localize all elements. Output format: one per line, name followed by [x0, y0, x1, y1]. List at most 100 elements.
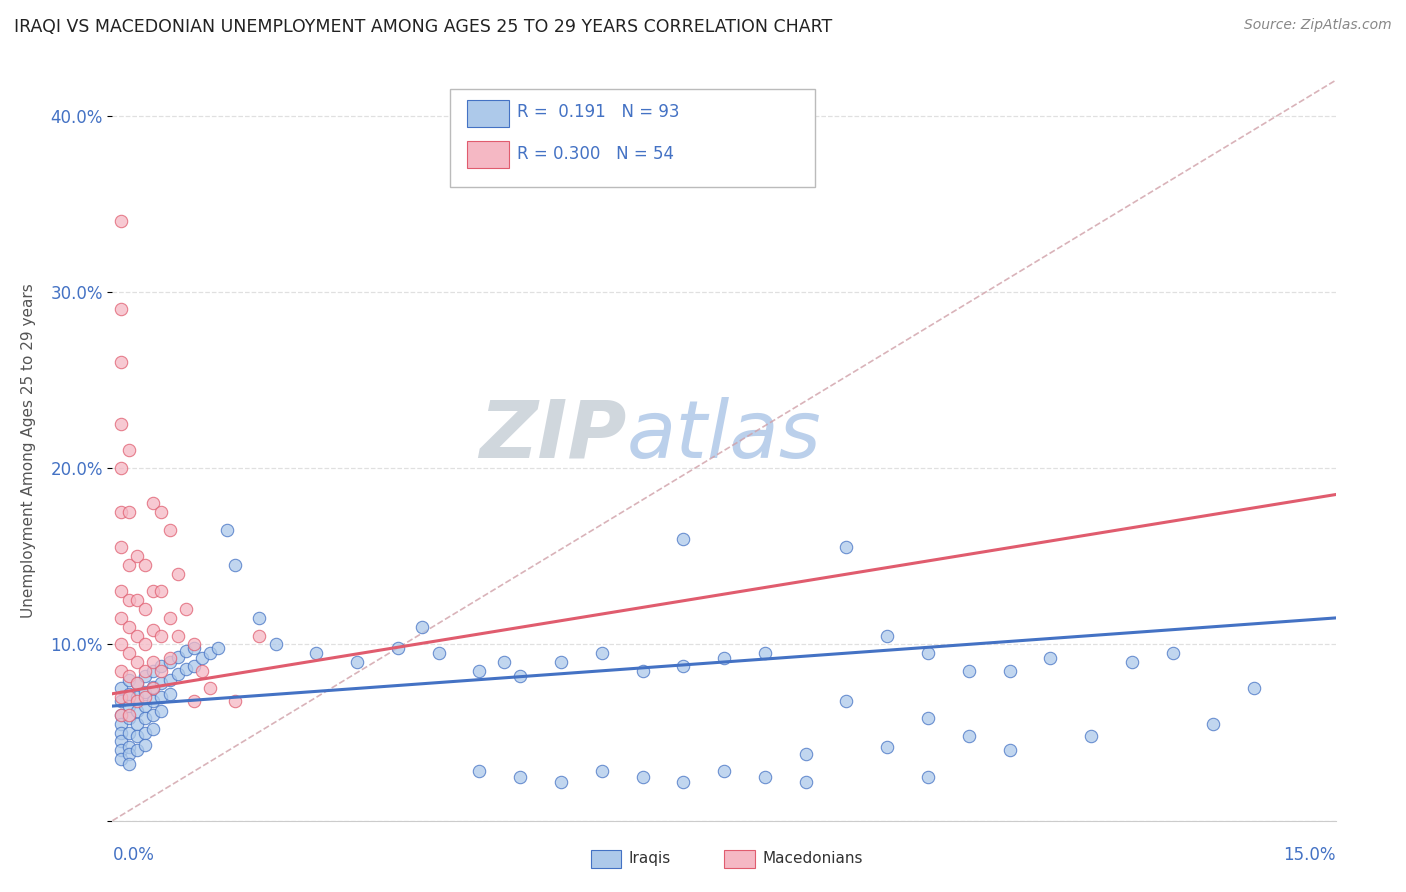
- Point: [427, 646, 450, 660]
- Point: [110, 541, 132, 555]
- Point: [550, 775, 572, 789]
- Point: [134, 690, 156, 705]
- Point: [110, 707, 132, 722]
- Point: [134, 602, 156, 616]
- Point: [110, 752, 132, 766]
- Point: [183, 694, 205, 708]
- Point: [264, 637, 287, 651]
- Point: [207, 640, 229, 655]
- Point: [134, 711, 156, 725]
- Point: [142, 655, 165, 669]
- Point: [110, 461, 132, 475]
- Text: ZIP: ZIP: [479, 397, 626, 475]
- Text: IRAQI VS MACEDONIAN UNEMPLOYMENT AMONG AGES 25 TO 29 YEARS CORRELATION CHART: IRAQI VS MACEDONIAN UNEMPLOYMENT AMONG A…: [14, 18, 832, 36]
- Point: [166, 628, 188, 642]
- Point: [118, 707, 141, 722]
- Text: R =  0.191   N = 93: R = 0.191 N = 93: [517, 103, 681, 121]
- Point: [110, 743, 132, 757]
- Point: [754, 646, 776, 660]
- Point: [166, 667, 188, 681]
- Point: [110, 214, 132, 228]
- Point: [1080, 729, 1102, 743]
- Point: [174, 662, 197, 676]
- Point: [110, 505, 132, 519]
- Point: [134, 637, 156, 651]
- Text: atlas: atlas: [626, 397, 821, 475]
- Point: [411, 620, 433, 634]
- Point: [159, 523, 181, 537]
- Point: [125, 743, 148, 757]
- Point: [191, 664, 214, 678]
- Point: [672, 775, 695, 789]
- Point: [142, 664, 165, 678]
- Point: [917, 646, 939, 660]
- Point: [794, 747, 817, 761]
- Point: [134, 738, 156, 752]
- Point: [672, 658, 695, 673]
- Point: [142, 694, 165, 708]
- Point: [142, 681, 165, 696]
- Point: [118, 699, 141, 714]
- Text: Iraqis: Iraqis: [628, 852, 671, 866]
- Point: [917, 711, 939, 725]
- Point: [754, 770, 776, 784]
- Point: [150, 676, 173, 690]
- Text: R = 0.300   N = 54: R = 0.300 N = 54: [517, 145, 675, 163]
- Point: [387, 640, 409, 655]
- Point: [876, 628, 898, 642]
- Point: [835, 541, 858, 555]
- Point: [125, 716, 148, 731]
- Point: [166, 566, 188, 581]
- Point: [998, 743, 1021, 757]
- Point: [118, 711, 141, 725]
- Point: [125, 655, 148, 669]
- Point: [134, 725, 156, 739]
- Text: 15.0%: 15.0%: [1284, 846, 1336, 863]
- Point: [957, 729, 980, 743]
- Point: [713, 764, 735, 779]
- Point: [142, 496, 165, 510]
- Point: [672, 532, 695, 546]
- Point: [159, 651, 181, 665]
- Point: [917, 770, 939, 784]
- Point: [125, 694, 148, 708]
- Point: [183, 640, 205, 655]
- Point: [125, 676, 148, 690]
- Point: [509, 770, 531, 784]
- Point: [118, 757, 141, 772]
- Point: [509, 669, 531, 683]
- Point: [150, 690, 173, 705]
- Point: [110, 417, 132, 431]
- Point: [492, 655, 515, 669]
- Text: Source: ZipAtlas.com: Source: ZipAtlas.com: [1244, 18, 1392, 32]
- Point: [876, 739, 898, 754]
- Point: [200, 646, 222, 660]
- Point: [159, 673, 181, 687]
- Point: [183, 637, 205, 651]
- Point: [134, 669, 156, 683]
- Point: [110, 637, 132, 651]
- Point: [118, 687, 141, 701]
- Point: [118, 558, 141, 572]
- Point: [835, 694, 858, 708]
- Point: [174, 602, 197, 616]
- Point: [118, 669, 141, 683]
- Point: [183, 658, 205, 673]
- Point: [998, 664, 1021, 678]
- Point: [134, 664, 156, 678]
- Point: [150, 584, 173, 599]
- Point: [1121, 655, 1143, 669]
- Point: [468, 764, 491, 779]
- Point: [957, 664, 980, 678]
- Point: [794, 775, 817, 789]
- Point: [468, 664, 491, 678]
- Point: [591, 646, 613, 660]
- Point: [224, 558, 246, 572]
- Point: [118, 620, 141, 634]
- Point: [142, 680, 165, 694]
- Text: 0.0%: 0.0%: [112, 846, 155, 863]
- Point: [142, 722, 165, 736]
- Point: [125, 676, 148, 690]
- Point: [150, 664, 173, 678]
- Text: Macedonians: Macedonians: [762, 852, 862, 866]
